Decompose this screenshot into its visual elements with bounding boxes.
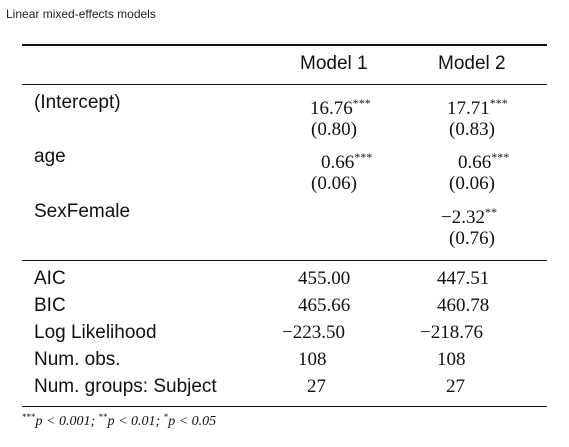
intercept-model-2-estimate: 17.71*** — [447, 96, 508, 119]
row-label-intercept: (Intercept) — [34, 92, 121, 113]
table-caption: Linear mixed-effects models — [6, 7, 156, 21]
log-likelihood-model-1: −223.50 — [282, 322, 345, 343]
bottom-rule — [22, 406, 547, 407]
gof-rule — [22, 260, 547, 261]
aic-model-2: 447.51 — [437, 268, 490, 289]
column-header-model-2: Model 2 — [438, 53, 506, 74]
num-obs-model-2: 108 — [437, 349, 466, 370]
row-label-log-likelihood: Log Likelihood — [34, 322, 157, 343]
intercept-model-2-se: (0.83) — [449, 119, 495, 140]
age-model-1-se: (0.06) — [311, 173, 357, 194]
row-label-aic: AIC — [34, 268, 66, 289]
bic-model-2: 460.78 — [437, 295, 490, 316]
header-rule — [22, 84, 547, 85]
top-rule — [22, 44, 547, 46]
column-header-model-1: Model 1 — [300, 53, 368, 74]
age-model-1-estimate: 0.66*** — [321, 150, 373, 173]
row-label-bic: BIC — [34, 295, 66, 316]
num-groups-model-1: 27 — [307, 376, 326, 397]
num-groups-model-2: 27 — [446, 376, 465, 397]
row-label-age: age — [34, 146, 66, 167]
row-label-num-groups: Num. groups: Subject — [34, 376, 217, 397]
log-likelihood-model-2: −218.76 — [420, 322, 483, 343]
aic-model-1: 455.00 — [298, 268, 351, 289]
age-model-2-se: (0.06) — [449, 173, 495, 194]
num-obs-model-1: 108 — [298, 349, 327, 370]
age-model-2-estimate: 0.66*** — [458, 150, 510, 173]
row-label-sexfemale: SexFemale — [34, 201, 131, 222]
intercept-model-1-estimate: 16.76*** — [310, 96, 371, 119]
sexfemale-model-2-se: (0.76) — [449, 228, 495, 249]
row-label-num-obs: Num. obs. — [34, 349, 121, 370]
bic-model-1: 465.66 — [298, 295, 351, 316]
significance-footnote: ***p < 0.001; **p < 0.01; *p < 0.05 — [22, 412, 217, 429]
sexfemale-model-2-estimate: −2.32** — [441, 205, 497, 228]
intercept-model-1-se: (0.80) — [311, 119, 357, 140]
